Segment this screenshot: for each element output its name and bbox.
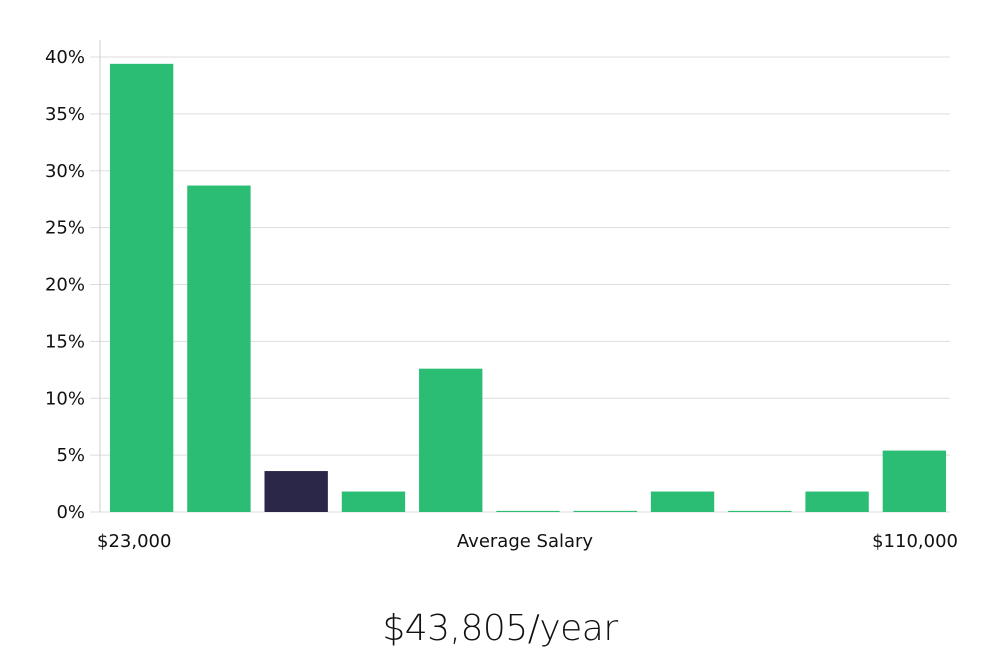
bar xyxy=(341,491,406,512)
y-tick-label: 35% xyxy=(45,104,85,125)
bar xyxy=(573,510,637,512)
bar xyxy=(728,510,792,512)
y-tick-label: 15% xyxy=(45,331,85,352)
y-tick-label: 0% xyxy=(56,502,85,523)
bar xyxy=(187,185,251,512)
average-salary-value: $43,805/year xyxy=(382,608,618,649)
x-max-label: $110,000 xyxy=(872,531,958,552)
bar xyxy=(109,63,174,512)
bar-highlighted xyxy=(264,471,328,512)
y-tick-label: 10% xyxy=(45,388,85,409)
bar xyxy=(805,491,869,512)
bars xyxy=(109,63,947,512)
bar xyxy=(419,368,483,512)
axes: 0% 5% 10% 15% 20% 25% 30% 35% 40% xyxy=(45,40,101,523)
bar xyxy=(882,450,947,512)
y-tick-label: 20% xyxy=(45,275,85,296)
y-tick-label: 30% xyxy=(45,161,85,182)
bar xyxy=(650,491,715,512)
salary-histogram: 0% 5% 10% 15% 20% 25% 30% 35% 40% $23,000 Averag… xyxy=(45,40,958,552)
y-tick-label: 25% xyxy=(45,218,85,239)
y-tick-label: 40% xyxy=(45,47,85,68)
y-tick-label: 5% xyxy=(56,445,85,466)
x-min-label: $23,000 xyxy=(97,531,171,552)
x-axis-title: Average Salary xyxy=(457,531,594,552)
bar xyxy=(496,510,560,512)
